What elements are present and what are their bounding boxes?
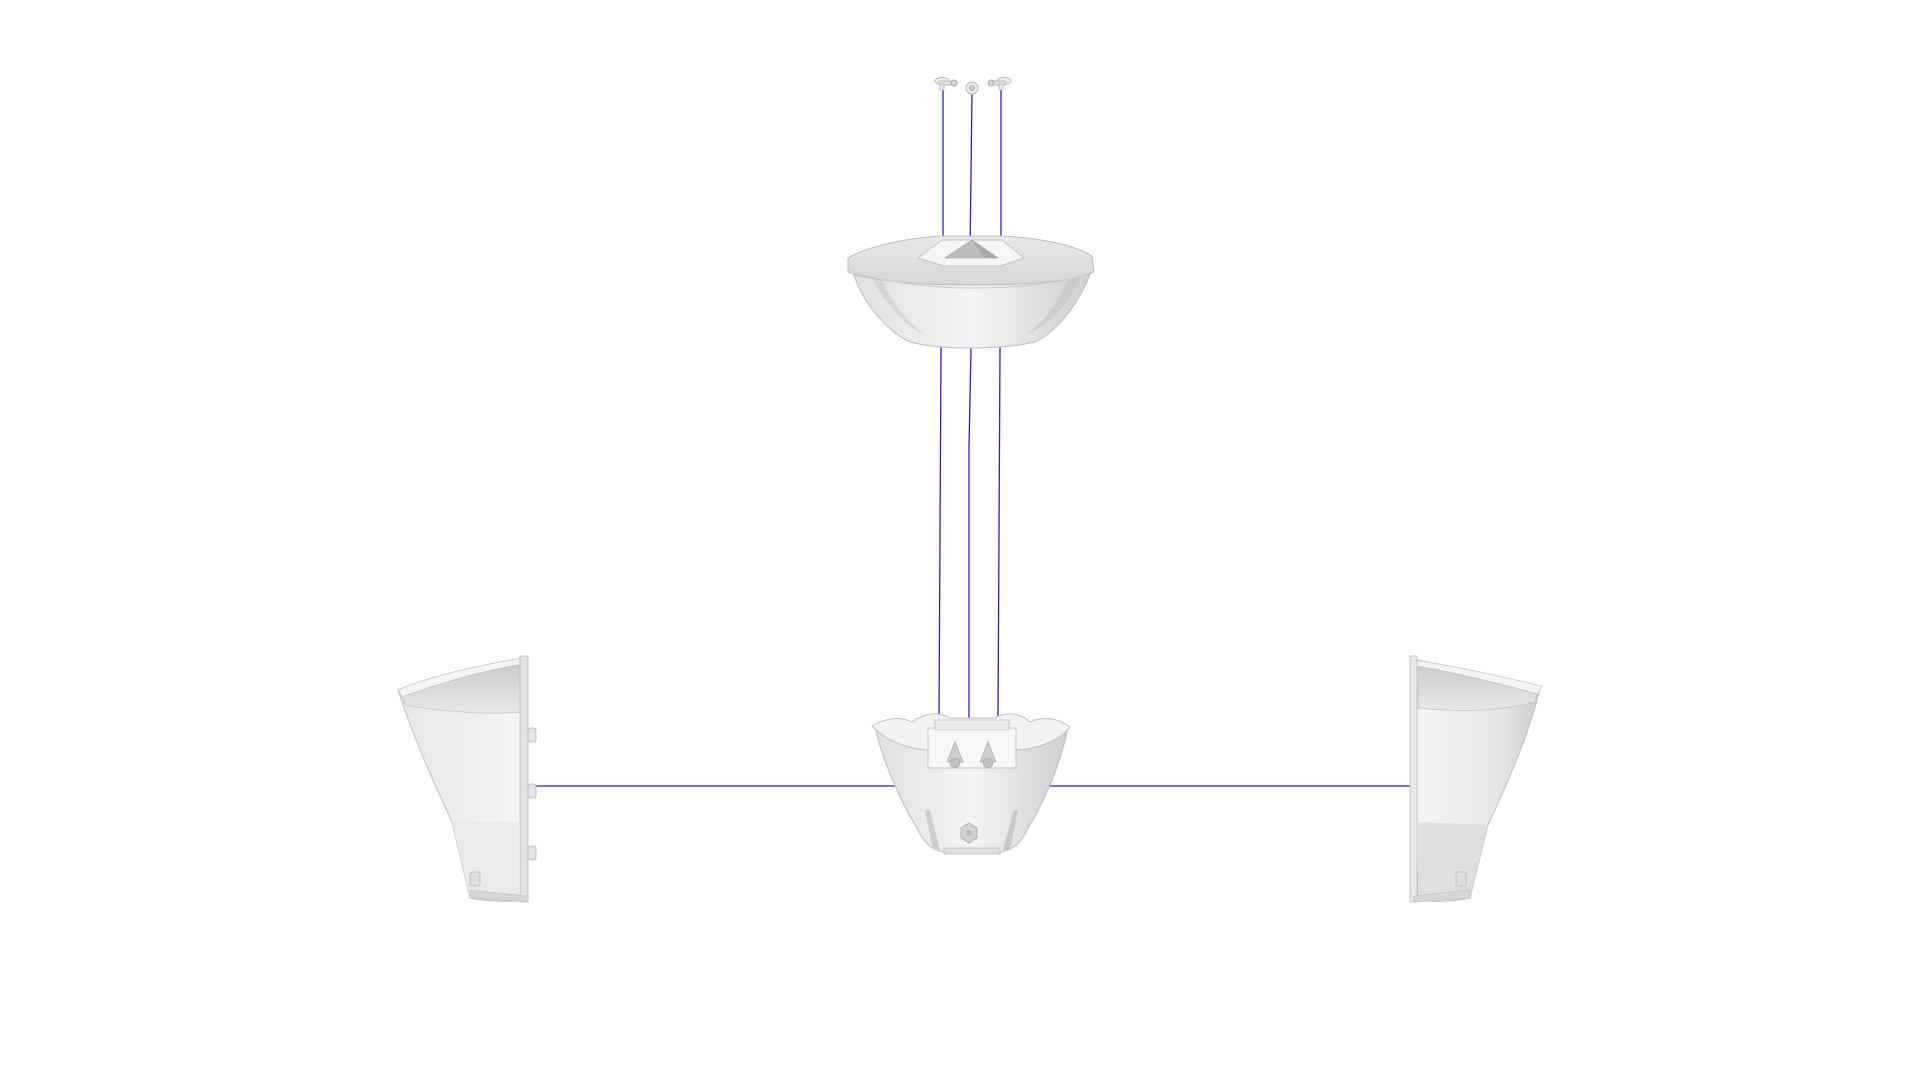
center-hub[interactable] [871, 713, 1071, 855]
left-arm-shell[interactable] [397, 655, 537, 903]
top-fastener-right[interactable] [987, 77, 1012, 91]
upper-shell[interactable] [847, 235, 1095, 349]
explode-line-fastener-left [938, 84, 944, 721]
explode-line-fastener-right [997, 84, 1002, 721]
top-fastener-left[interactable] [934, 77, 958, 91]
top-fastener-center[interactable] [965, 81, 979, 95]
right-arm-shell[interactable] [1409, 655, 1543, 903]
explode-guides [535, 84, 1415, 787]
explode-line-fastener-center [968, 91, 973, 740]
